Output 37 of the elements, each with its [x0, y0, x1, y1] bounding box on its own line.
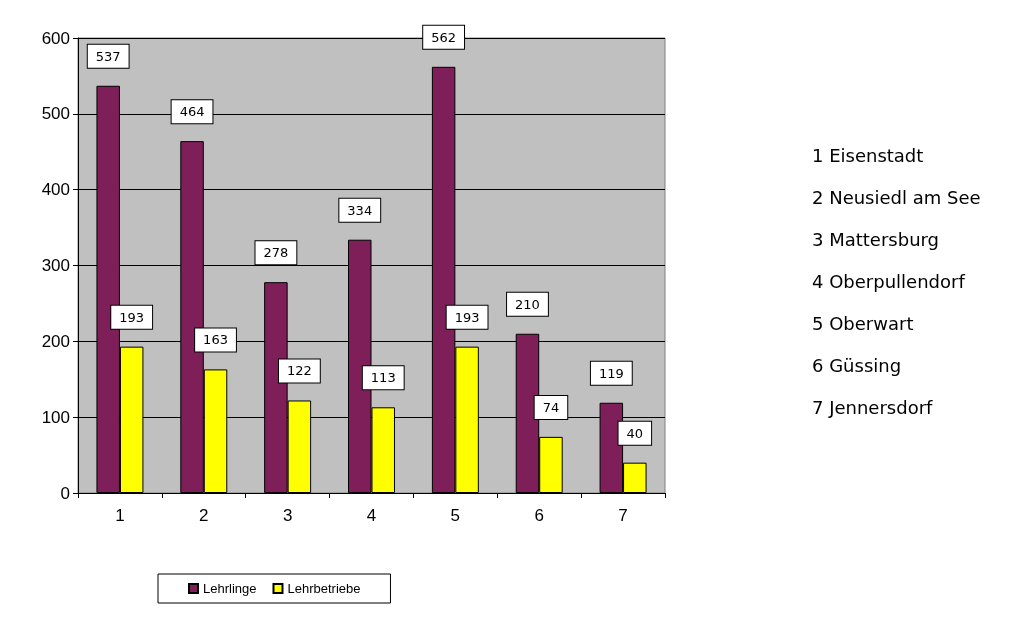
data-label: 113 — [370, 370, 396, 386]
y-tick-label: 600 — [41, 28, 70, 48]
text: 7 Jennersdorf — [812, 396, 934, 418]
data-label: 562 — [431, 29, 457, 45]
data-label: 122 — [286, 363, 312, 379]
data-label: 537 — [95, 48, 121, 64]
data-label: 74 — [542, 399, 560, 415]
x-tick-label: 6 — [534, 506, 544, 525]
data-label: 193 — [454, 309, 480, 325]
x-tick-label: 2 — [199, 506, 209, 525]
x-tick-label: 7 — [618, 506, 628, 525]
x-tick-label: 4 — [366, 506, 377, 525]
data-label: 464 — [179, 104, 205, 120]
data-label: 278 — [263, 245, 289, 261]
text: 4 Oberpullendorf — [812, 270, 966, 292]
legend-label: Lehrlinge — [203, 581, 257, 596]
y-tick-label: 300 — [41, 256, 70, 275]
x-tick-label: 1 — [115, 506, 125, 525]
data-label: 334 — [347, 202, 373, 218]
text: 1 Eisenstadt — [812, 144, 924, 166]
text: 2 Neusiedl am See — [812, 186, 981, 208]
text: 5 Oberwart — [812, 312, 914, 334]
data-label: 193 — [119, 309, 145, 325]
y-tick-label: 200 — [41, 331, 70, 351]
data-label: 40 — [626, 425, 644, 441]
data-label: 210 — [515, 296, 540, 312]
text: 3 Mattersburg — [812, 228, 940, 250]
y-tick-label: 400 — [41, 180, 70, 200]
data-label: 163 — [203, 332, 228, 348]
x-tick-label: 5 — [450, 506, 461, 525]
x-tick-label: 3 — [282, 506, 293, 525]
y-tick-label: 500 — [41, 104, 70, 124]
text: 6 Güssing — [812, 354, 902, 376]
y-tick-label: 0 — [60, 483, 70, 503]
y-tick-label: 100 — [41, 407, 70, 427]
legend-label: Lehrbetriebe — [287, 581, 361, 596]
data-label: 119 — [598, 365, 624, 381]
